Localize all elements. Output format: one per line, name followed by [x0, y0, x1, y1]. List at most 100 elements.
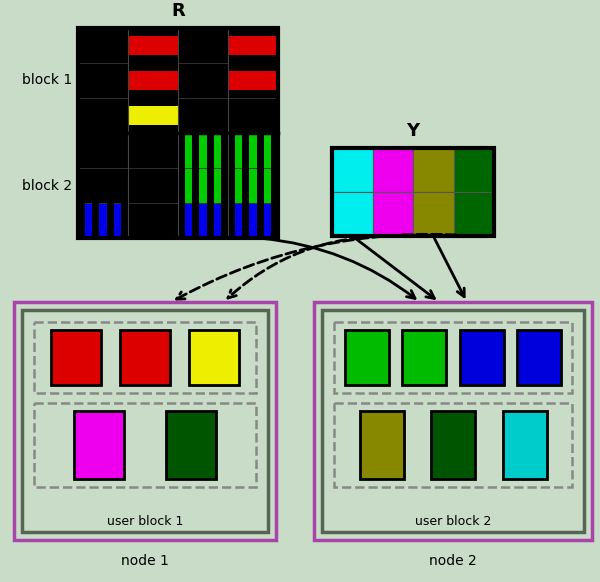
Text: node 2: node 2 [429, 554, 477, 568]
Bar [206, 203, 214, 238]
Bar [22, 310, 268, 532]
Bar [242, 133, 250, 168]
Bar [221, 203, 228, 238]
Bar [332, 192, 373, 236]
Bar [128, 55, 178, 63]
Bar [51, 330, 101, 385]
Bar [78, 133, 128, 168]
Bar [460, 330, 503, 385]
Bar [178, 168, 228, 203]
Bar [189, 330, 239, 385]
Bar [431, 411, 475, 479]
Bar [74, 411, 124, 479]
Bar [128, 28, 178, 36]
Bar [257, 133, 264, 168]
Bar [242, 168, 250, 203]
Bar [257, 168, 264, 203]
Bar [228, 133, 235, 168]
Bar [78, 98, 128, 133]
Bar [178, 168, 185, 203]
Bar [166, 411, 216, 479]
Bar [228, 63, 278, 98]
Bar [120, 330, 170, 385]
Bar [334, 403, 572, 487]
Bar [373, 148, 413, 192]
Bar [228, 90, 278, 98]
Bar [271, 168, 278, 203]
Bar [228, 168, 278, 203]
Bar [92, 203, 100, 238]
Bar [271, 133, 278, 168]
Bar [322, 310, 584, 532]
Bar [178, 203, 185, 238]
Bar [178, 133, 185, 168]
Bar [178, 63, 228, 98]
Bar [121, 203, 128, 238]
Bar [454, 148, 494, 192]
Bar [221, 168, 228, 203]
Bar [345, 330, 389, 385]
Bar [257, 203, 264, 238]
Bar [454, 192, 494, 236]
Bar [128, 125, 178, 133]
Bar [14, 302, 276, 540]
Bar [413, 192, 454, 236]
Bar [128, 168, 178, 203]
Bar [192, 203, 199, 238]
Text: Y: Y [406, 122, 419, 140]
Bar [128, 90, 178, 98]
Bar [359, 411, 404, 479]
Bar [206, 168, 214, 203]
Bar [228, 168, 235, 203]
Text: node 1: node 1 [121, 554, 169, 568]
Bar [78, 203, 128, 238]
Bar [34, 322, 256, 393]
Bar [178, 98, 228, 133]
Bar [78, 168, 128, 203]
Bar [228, 203, 278, 238]
Bar [128, 203, 178, 238]
Bar [413, 148, 454, 192]
Bar [228, 133, 278, 168]
Bar [271, 203, 278, 238]
Bar [242, 203, 250, 238]
Bar [228, 28, 278, 63]
Bar [78, 63, 128, 98]
Bar [178, 203, 228, 238]
Bar [128, 63, 178, 70]
Bar [107, 203, 114, 238]
Bar [78, 28, 128, 63]
Bar [332, 148, 373, 192]
Bar [192, 168, 199, 203]
Bar [128, 63, 178, 98]
Bar [78, 203, 85, 238]
Text: user block 1: user block 1 [107, 515, 183, 528]
Bar [228, 63, 278, 70]
Text: R: R [171, 2, 185, 20]
Bar [373, 192, 413, 236]
Bar [78, 28, 278, 238]
Bar [178, 133, 228, 168]
Bar [192, 133, 199, 168]
Bar [128, 98, 178, 133]
Bar [228, 98, 278, 133]
Bar [128, 28, 178, 63]
Bar [228, 203, 235, 238]
Bar [228, 28, 278, 36]
Bar [178, 28, 228, 63]
Text: block 1: block 1 [22, 73, 72, 87]
Bar [314, 302, 592, 540]
Bar [334, 322, 572, 393]
Bar [128, 98, 178, 106]
Bar [517, 330, 561, 385]
Bar [206, 133, 214, 168]
Bar [221, 133, 228, 168]
Bar [128, 133, 178, 168]
Text: block 2: block 2 [22, 179, 72, 193]
Bar [403, 330, 446, 385]
Bar [503, 411, 547, 479]
Bar [332, 148, 494, 236]
Text: user block 2: user block 2 [415, 515, 491, 528]
Bar [228, 55, 278, 63]
Bar [34, 403, 256, 487]
